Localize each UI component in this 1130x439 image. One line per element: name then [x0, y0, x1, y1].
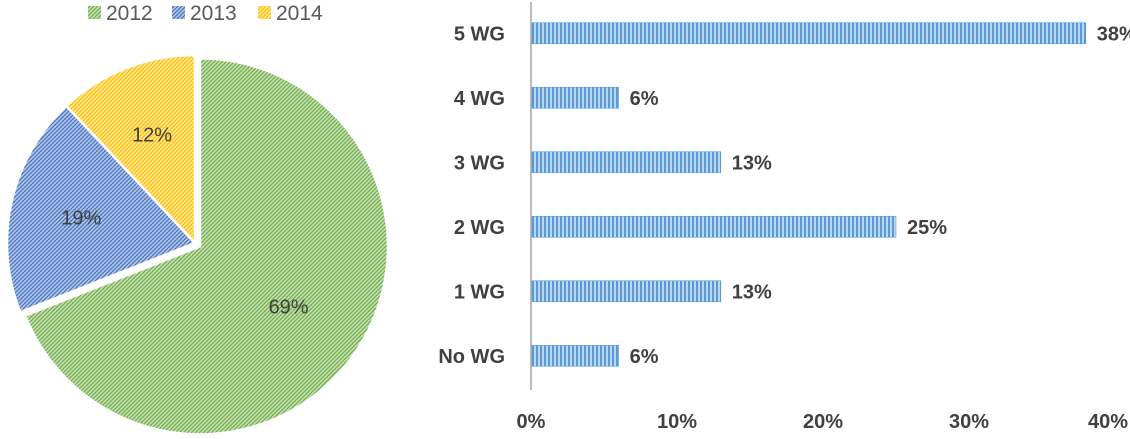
pie-label-2013: 19% — [61, 208, 101, 230]
bar-1-wg — [531, 280, 722, 303]
bar-value-label-3-wg: 13% — [732, 152, 772, 174]
x-tick-label-0: 0% — [517, 411, 546, 433]
bar-category-label-no-wg: No WG — [438, 346, 505, 368]
bar-value-label-5-wg: 38% — [1097, 23, 1130, 45]
legend-label-2014: 2014 — [276, 2, 323, 25]
pie-slice-2012 — [23, 57, 390, 436]
bar-category-label-4-wg: 4 WG — [454, 88, 505, 110]
bar-no-wg — [531, 344, 619, 367]
bar-2-wg — [531, 215, 897, 238]
bar-category-label-2-wg: 2 WG — [454, 217, 505, 239]
pie-label-2012: 69% — [269, 297, 309, 319]
bar-value-label-no-wg: 6% — [630, 346, 659, 368]
bar-3-wg — [531, 151, 722, 174]
pie-label-2014: 12% — [132, 125, 172, 147]
x-tick-label-10: 10% — [657, 411, 697, 433]
bar-value-label-2-wg: 25% — [907, 217, 947, 239]
pie-chart: 69% 19% 12% — [5, 53, 390, 436]
bar-5-wg — [531, 22, 1087, 45]
bar-category-label-3-wg: 3 WG — [454, 152, 505, 174]
bar-value-label-4-wg: 6% — [630, 88, 659, 110]
bar-chart: 5 WG 38% 4 WG 6% 3 WG 13% 2 WG 25% 1 WG 13% No WG 6… — [438, 2, 1130, 433]
bar-4-wg — [531, 86, 619, 109]
bar-value-label-1-wg: 13% — [732, 281, 772, 303]
x-tick-label-30: 30% — [949, 411, 989, 433]
legend-swatch-2014 — [258, 6, 271, 19]
x-tick-label-40: 40% — [1088, 411, 1128, 433]
legend-label-2012: 2012 — [106, 2, 153, 25]
pie-slice-2013 — [5, 104, 198, 314]
x-tick-label-20: 20% — [803, 411, 843, 433]
bar-category-label-1-wg: 1 WG — [454, 281, 505, 303]
legend-swatch-2013 — [172, 6, 185, 19]
pie-legend: 2012 2013 2014 — [88, 2, 323, 25]
legend-swatch-2012 — [88, 6, 101, 19]
bar-category-label-5-wg: 5 WG — [454, 23, 505, 45]
legend-label-2013: 2013 — [190, 2, 237, 25]
pie-slice-2014 — [64, 53, 197, 247]
